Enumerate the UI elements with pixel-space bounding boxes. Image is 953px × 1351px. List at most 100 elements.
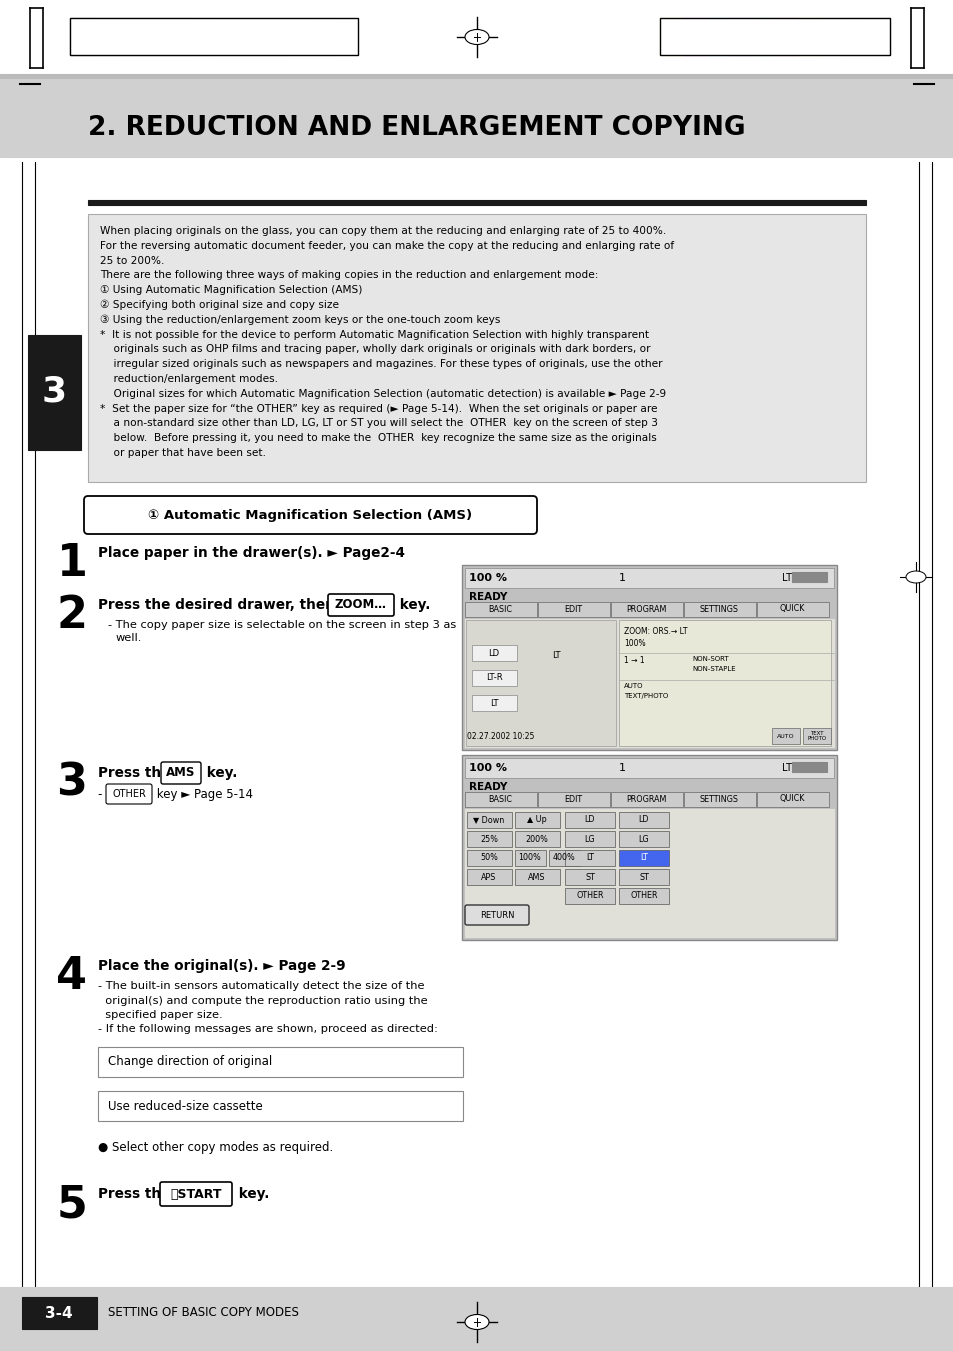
Bar [757, 792, 828, 807]
Text: LT: LT [552, 650, 560, 659]
Text: Press the: Press the [98, 1188, 175, 1201]
Bar [262, 18, 286, 55]
Bar [467, 869, 512, 885]
Bar [821, 18, 843, 55]
Bar [118, 18, 142, 55]
Bar [237, 18, 262, 55]
Text: 3-4: 3-4 [45, 1305, 72, 1320]
Text: Use reduced-size cassette: Use reduced-size cassette [108, 1100, 262, 1112]
Text: Press the desired drawer, then the: Press the desired drawer, then the [98, 598, 365, 612]
Text: 50%: 50% [479, 854, 497, 862]
Bar [682, 18, 705, 55]
Text: ② Specifying both original size and copy size: ② Specifying both original size and copy… [100, 300, 338, 311]
Bar [213, 18, 237, 55]
Bar [464, 619, 833, 747]
Text: LD: LD [639, 816, 649, 824]
Text: LT: LT [639, 854, 647, 862]
Text: ▲ Up: ▲ Up [527, 816, 546, 824]
Bar [464, 567, 833, 588]
Bar [334, 18, 357, 55]
Text: TEXT/PHOTO: TEXT/PHOTO [623, 693, 667, 698]
Text: AMS: AMS [528, 873, 545, 881]
Text: ▼ Down: ▼ Down [473, 816, 504, 824]
Text: ST: ST [584, 873, 595, 881]
Bar [515, 831, 559, 847]
Bar [286, 18, 310, 55]
Text: 25%: 25% [479, 835, 497, 843]
Bar [564, 850, 615, 866]
Bar [515, 869, 559, 885]
Bar [791, 571, 826, 582]
Bar [618, 812, 668, 828]
Ellipse shape [464, 30, 489, 45]
Text: ① Automatic Magnification Selection (AMS): ① Automatic Magnification Selection (AMS… [148, 508, 472, 521]
Bar [618, 831, 668, 847]
Bar [467, 812, 512, 828]
Text: key.: key. [202, 766, 237, 780]
Bar [564, 831, 615, 847]
Text: TEXT
PHOTO: TEXT PHOTO [806, 731, 825, 742]
Bar [618, 620, 830, 746]
Text: There are the following three ways of making copies in the reduction and enlarge: There are the following three ways of ma… [100, 270, 598, 281]
FancyBboxPatch shape [160, 1182, 232, 1206]
Text: LT: LT [585, 854, 594, 862]
Bar [610, 603, 682, 617]
Bar [98, 1047, 462, 1077]
Bar [797, 18, 821, 55]
Text: OTHER: OTHER [112, 789, 146, 798]
Bar [98, 1092, 462, 1121]
Text: irregular sized originals such as newspapers and magazines. For these types of o: irregular sized originals such as newspa… [100, 359, 661, 369]
Bar [771, 728, 800, 744]
Text: Change direction of original: Change direction of original [108, 1055, 272, 1069]
FancyBboxPatch shape [106, 784, 152, 804]
Bar [461, 565, 836, 750]
Text: EDIT: EDIT [563, 794, 581, 804]
Text: LT: LT [489, 698, 497, 708]
Text: 02.27.2002 10:25: 02.27.2002 10:25 [467, 732, 534, 740]
Text: PROGRAM: PROGRAM [625, 794, 665, 804]
Text: LT: LT [781, 763, 791, 773]
Text: 100 %: 100 % [469, 573, 506, 584]
Bar [22, 1297, 97, 1329]
Text: -: - [98, 788, 106, 801]
Bar [0, 78, 953, 157]
Bar [757, 603, 828, 617]
Text: original(s) and compute the reproduction ratio using the: original(s) and compute the reproduction… [98, 996, 427, 1005]
Bar [70, 18, 357, 55]
Bar [751, 18, 774, 55]
Bar [472, 694, 517, 711]
Text: OTHER: OTHER [630, 892, 657, 901]
Text: BASIC: BASIC [488, 604, 512, 613]
Text: SETTING OF BASIC COPY MODES: SETTING OF BASIC COPY MODES [108, 1306, 298, 1320]
Bar [774, 18, 797, 55]
Bar [0, 0, 953, 76]
Bar [461, 755, 836, 940]
Text: ST: ST [639, 873, 648, 881]
Text: - If the following messages are shown, proceed as directed:: - If the following messages are shown, p… [98, 1024, 437, 1035]
Text: 3: 3 [56, 762, 88, 805]
Bar [0, 1288, 953, 1351]
Bar [564, 869, 615, 885]
Bar [166, 18, 190, 55]
Text: 1: 1 [618, 573, 625, 584]
Bar [464, 792, 537, 807]
Bar [659, 18, 889, 55]
Text: 2: 2 [56, 594, 88, 638]
Bar [464, 758, 833, 778]
Text: key.: key. [395, 598, 430, 612]
Text: Place the original(s). ► Page 2-9: Place the original(s). ► Page 2-9 [98, 959, 345, 973]
Text: specified paper size.: specified paper size. [98, 1011, 222, 1020]
Text: Original sizes for which Automatic Magnification Selection (automatic detection): Original sizes for which Automatic Magni… [100, 389, 665, 399]
Text: below.  Before pressing it, you need to make the  OTHER  key recognize the same : below. Before pressing it, you need to m… [100, 434, 656, 443]
Text: ③ Using the reduction/enlargement zoom keys or the one-touch zoom keys: ③ Using the reduction/enlargement zoom k… [100, 315, 500, 326]
Bar [515, 812, 559, 828]
Bar [472, 644, 517, 661]
Bar [70, 18, 94, 55]
Text: BASIC: BASIC [488, 794, 512, 804]
Text: LD: LD [584, 816, 595, 824]
Bar [564, 888, 615, 904]
Text: a non-standard size other than LD, LG, LT or ST you will select the  OTHER  key : a non-standard size other than LD, LG, L… [100, 419, 658, 428]
Bar [791, 762, 826, 771]
Bar [618, 888, 668, 904]
Bar [866, 18, 889, 55]
